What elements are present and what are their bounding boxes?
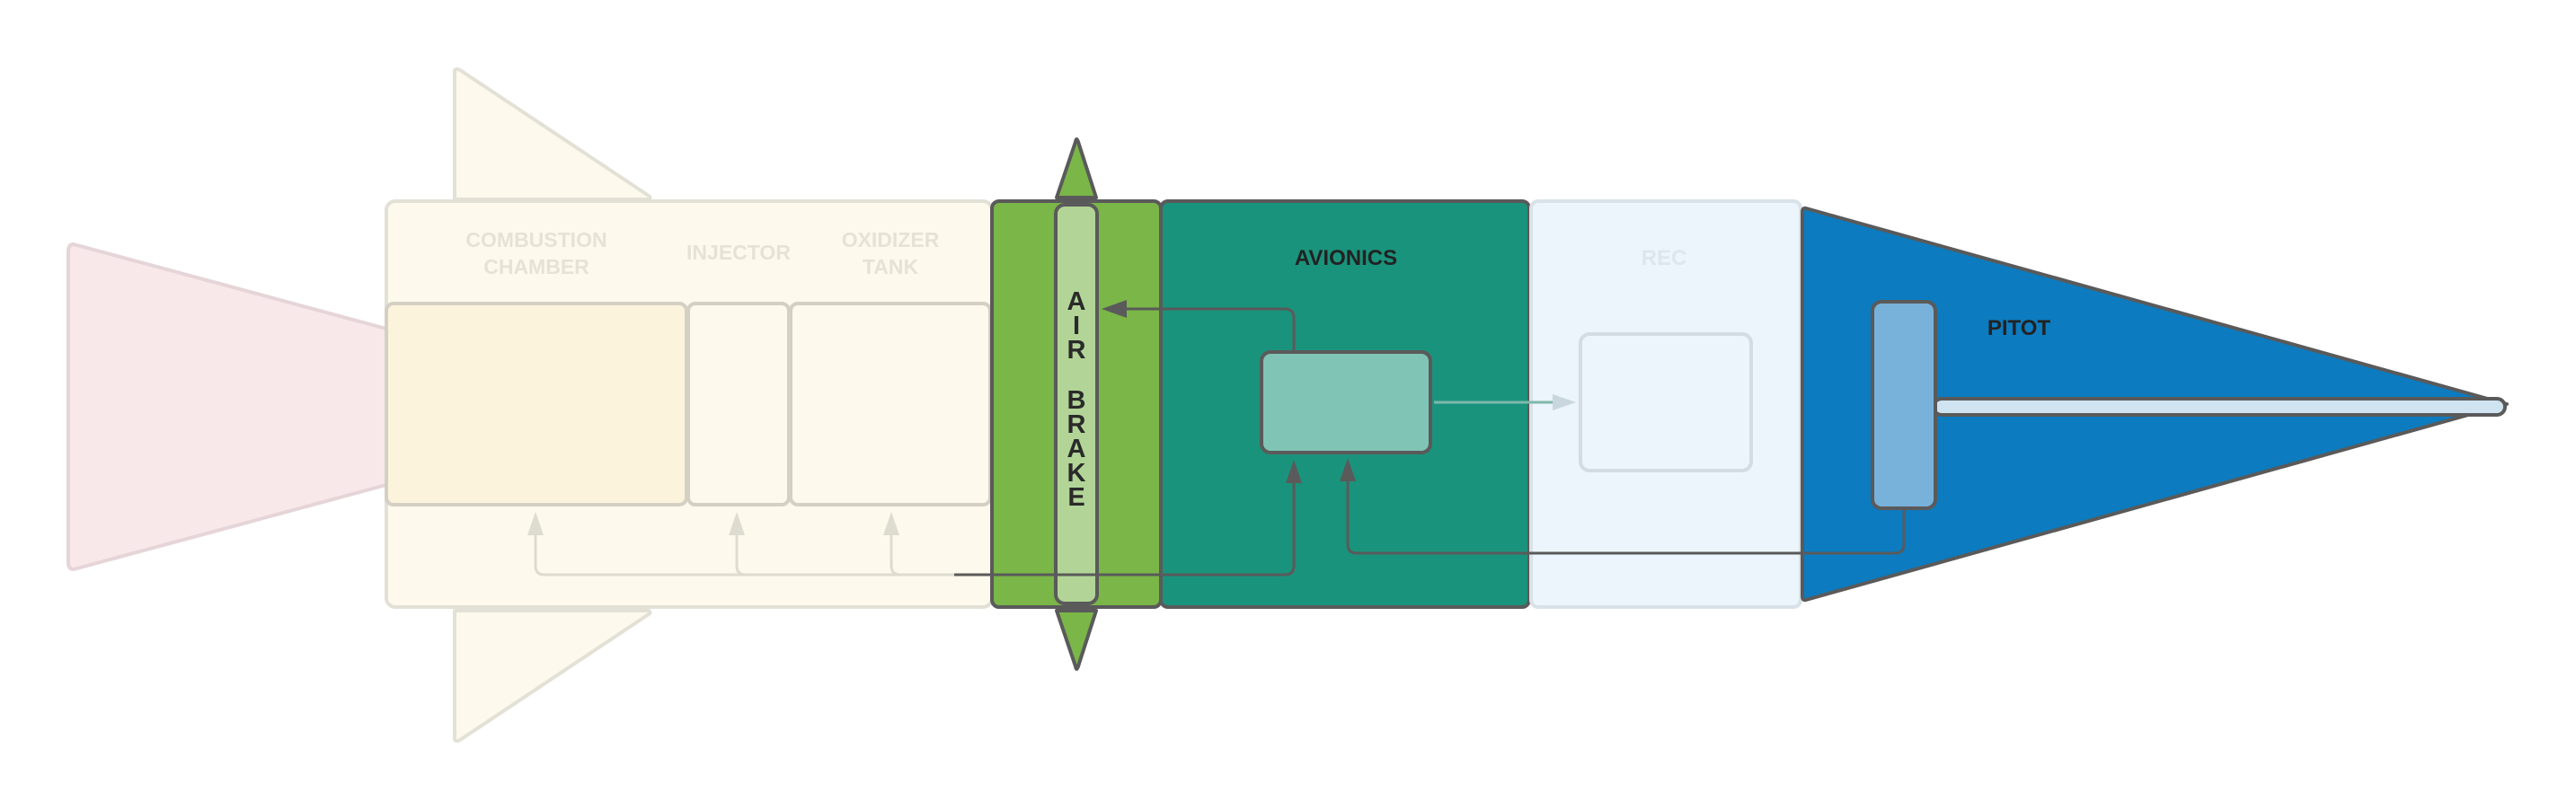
combustion-chamber-label-line2: CHAMBER xyxy=(483,255,589,278)
air-brake-label: A I R B R A K E xyxy=(1067,287,1086,512)
air-brake-letter: B xyxy=(1067,386,1086,415)
rec-label: REC xyxy=(1642,246,1687,270)
nozzle xyxy=(66,242,388,571)
pitot-avionics-connector xyxy=(1346,481,1906,555)
injector-label: INJECTOR xyxy=(686,241,791,264)
air-brake-letter: R xyxy=(1067,336,1086,365)
avionics-pitot-arrowhead xyxy=(1340,458,1356,481)
air-brake-actuator xyxy=(1054,203,1099,605)
oxidizer-tank-box xyxy=(789,302,992,506)
air-brake-lower-flap xyxy=(1055,609,1098,671)
air-brake-letter: E xyxy=(1067,483,1084,512)
avionics-airbrake-connector xyxy=(1123,307,1296,352)
pitot-probe xyxy=(1932,397,2507,417)
lower-fin xyxy=(453,609,652,744)
oxidizer-tank-arrowhead xyxy=(883,512,899,535)
oxidizer-tank-label-line1: OXIDIZER xyxy=(842,228,940,251)
upper-fin xyxy=(453,66,652,201)
air-brake-letter: A xyxy=(1067,435,1086,463)
air-brake-letter: K xyxy=(1067,459,1086,488)
pitot-label: PITOT xyxy=(1987,316,2051,340)
air-brake-letter: A xyxy=(1067,287,1086,316)
pitot-sensor xyxy=(1871,300,1937,510)
avionics-controller-box xyxy=(1260,350,1432,454)
injector-arrowhead xyxy=(729,512,745,535)
injector-box xyxy=(686,302,791,506)
airbrake-arrowhead xyxy=(1102,300,1127,318)
combustion-chamber-label-line1: COMBUSTION xyxy=(465,228,606,251)
combustion-chamber-box xyxy=(385,302,688,506)
oxidizer-tank-label-line2: TANK xyxy=(863,255,919,278)
air-brake-letter: R xyxy=(1067,410,1086,439)
motor-sensor-connector xyxy=(534,515,954,577)
combustion-chamber-arrowhead xyxy=(527,512,544,535)
avionics-motor-arrowhead xyxy=(1286,460,1302,483)
rec-arrowhead xyxy=(1553,394,1576,410)
air-brake-letter: I xyxy=(1073,312,1080,340)
motor-avionics-connector xyxy=(954,481,1296,577)
rec-box xyxy=(1579,332,1753,472)
avionics-label: AVIONICS xyxy=(1295,246,1397,270)
air-brake-upper-flap xyxy=(1055,137,1098,199)
